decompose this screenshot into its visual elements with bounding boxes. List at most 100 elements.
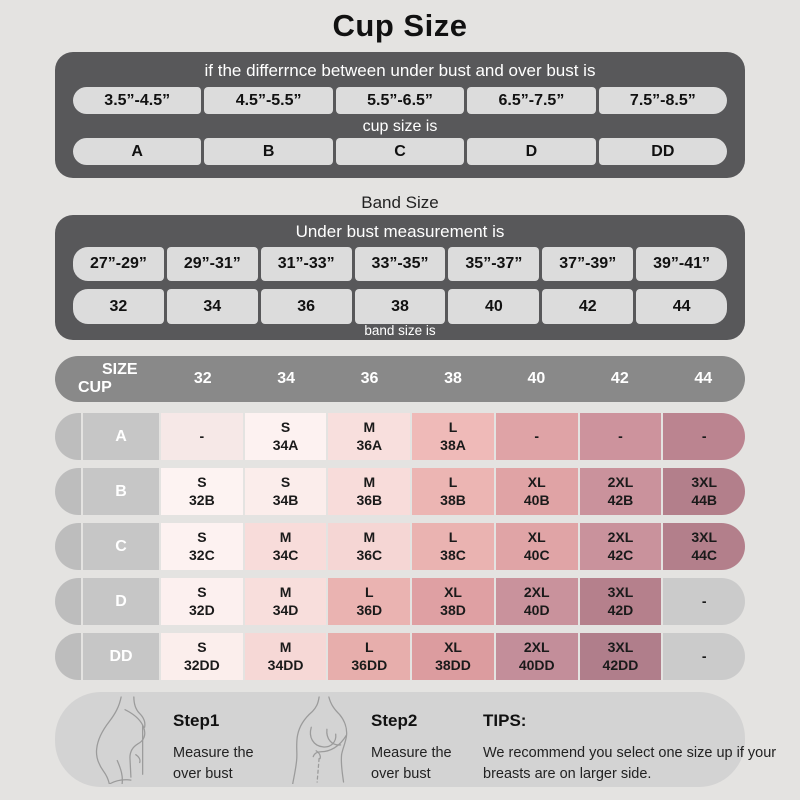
size-cell-A-36: M 36A bbox=[328, 413, 411, 460]
row-cap-A bbox=[55, 413, 81, 460]
band-number-pill-4: 38 bbox=[354, 289, 446, 324]
cup-letter-pill-3: C bbox=[335, 138, 465, 165]
size-cell-B-34: S 34B bbox=[244, 468, 327, 515]
size-matrix: A - S 34A M 36A L 38A - - - B S 32B S 34B M 36B L 38B XL 40B 2… bbox=[55, 413, 746, 688]
tips-label: TIPS: bbox=[483, 711, 527, 730]
size-cup-corner: SIZE CUP bbox=[55, 356, 161, 402]
cup-letter-pill-row: A B C D DD bbox=[73, 138, 728, 165]
band-number-pill-2: 34 bbox=[166, 289, 258, 324]
size-cell-A-32: - bbox=[161, 413, 243, 460]
cup-row-label-D: D bbox=[83, 578, 159, 625]
size-cell-D-44: - bbox=[663, 578, 746, 625]
cup-difference-pill-3: 5.5”-6.5” bbox=[335, 87, 465, 114]
band-range-pill-7: 39”-41” bbox=[636, 247, 728, 281]
column-header-42: 42 bbox=[610, 370, 629, 387]
size-cell-C-38: L 38C bbox=[412, 523, 494, 570]
column-header-36: 36 bbox=[360, 370, 379, 387]
step1-description: Measure the over bust bbox=[173, 745, 254, 783]
page-title: Cup Size bbox=[332, 8, 468, 43]
column-header-44: 44 bbox=[694, 370, 713, 387]
cup-difference-pill-4: 6.5”-7.5” bbox=[467, 87, 596, 114]
size-cell-D-34: M 34D bbox=[244, 578, 327, 625]
size-cell-A-40: - bbox=[495, 413, 578, 460]
band-range-pill-1: 27”-29” bbox=[73, 247, 164, 281]
column-header-32: 32 bbox=[193, 370, 212, 387]
size-cell-C-36: M 36C bbox=[328, 523, 411, 570]
band-number-pill-1: 32 bbox=[73, 289, 164, 324]
band-size-is-caption: band size is bbox=[364, 323, 436, 338]
band-range-pill-3: 31”-33” bbox=[260, 247, 352, 281]
size-cell-B-36: M 36B bbox=[328, 468, 411, 515]
size-cell-DD-38: XL 38DD bbox=[412, 633, 494, 680]
cup-letter-pill-2: B bbox=[204, 138, 333, 165]
cup-difference-pill-1: 3.5”-4.5” bbox=[73, 87, 202, 114]
cup-row-label-A: A bbox=[83, 413, 159, 460]
band-range-pill-5: 35”-37” bbox=[448, 247, 540, 281]
size-table-header: SIZE CUP 32 34 36 38 40 42 44 bbox=[55, 356, 745, 402]
size-cell-C-32: S 32C bbox=[161, 523, 243, 570]
size-cell-A-44: - bbox=[663, 413, 746, 460]
column-header-34: 34 bbox=[277, 370, 296, 387]
band-number-pill-3: 36 bbox=[260, 289, 352, 324]
band-number-pill-7: 44 bbox=[636, 289, 728, 324]
cup-row-label-B: B bbox=[83, 468, 159, 515]
column-header-38: 38 bbox=[444, 370, 462, 387]
size-cell-D-32: S 32D bbox=[161, 578, 243, 625]
size-cell-C-34: M 34C bbox=[244, 523, 327, 570]
size-cell-D-38: XL 38D bbox=[412, 578, 494, 625]
band-range-pill-2: 29”-31” bbox=[166, 247, 258, 281]
size-row-C: C S 32C M 34C M 36C L 38C XL 40C 2XL 42C 3XL 44C bbox=[55, 523, 746, 570]
column-header-40: 40 bbox=[527, 370, 546, 387]
cup-size-is-caption: cup size is bbox=[362, 118, 438, 135]
measuring-steps-panel: Step1 Measure the over bust Step2 Measur… bbox=[55, 692, 776, 787]
size-cell-B-42: 2XL 42B bbox=[579, 468, 662, 515]
band-number-pill-5: 40 bbox=[448, 289, 540, 324]
band-range-pill-row: 27”-29” 29”-31” 31”-33” 33”-35” 35”-37” 37”-3… bbox=[73, 247, 728, 281]
cup-difference-pill-row: 3.5”-4.5” 4.5”-5.5” 5.5”-6.5” 6.5”-7.5” 7.5”… bbox=[73, 87, 728, 114]
measure-figure-side-icon bbox=[95, 696, 146, 784]
size-cell-A-34: S 34A bbox=[244, 413, 327, 460]
tips-block: TIPS: We recommend you select one size u… bbox=[483, 711, 783, 785]
cup-letter-pill-4: D bbox=[467, 138, 596, 165]
cup-difference-pill-5: 7.5”-8.5” bbox=[598, 87, 728, 114]
band-size-title: Band Size bbox=[361, 193, 439, 212]
size-cell-B-38: L 38B bbox=[412, 468, 494, 515]
under-bust-caption: Under bust measurement is bbox=[295, 222, 505, 241]
step2-description: Measure the over bust bbox=[371, 745, 452, 783]
cup-letter-pill-1: A bbox=[73, 138, 202, 165]
corner-size-label: SIZE bbox=[102, 361, 138, 378]
size-cell-D-40: 2XL 40D bbox=[495, 578, 578, 625]
size-cell-DD-32: S 32DD bbox=[161, 633, 243, 680]
size-cell-A-42: - bbox=[579, 413, 662, 460]
cup-difference-caption: if the differrnce between under bust and… bbox=[204, 61, 596, 80]
size-cell-C-44: 3XL 44C bbox=[663, 523, 746, 570]
step1-block: Step1 Measure the over bust bbox=[173, 711, 281, 785]
row-cap-D bbox=[55, 578, 81, 625]
measure-figure-front-icon bbox=[292, 696, 348, 784]
band-number-pill-6: 42 bbox=[542, 289, 634, 324]
size-cell-C-42: 2XL 42C bbox=[579, 523, 662, 570]
size-cell-A-38: L 38A bbox=[412, 413, 494, 460]
row-cap-B bbox=[55, 468, 81, 515]
cup-difference-pill-2: 4.5”-5.5” bbox=[204, 87, 333, 114]
step2-label: Step2 bbox=[371, 711, 418, 730]
band-number-pill-row: 32 34 36 38 40 42 44 bbox=[73, 289, 728, 324]
size-row-DD: DD S 32DD M 34DD L 36DD XL 38DD 2XL 40DD 3XL 42DD - bbox=[55, 633, 746, 680]
tips-text: We recommend you select one size up if y… bbox=[483, 745, 777, 783]
row-cap-C bbox=[55, 523, 81, 570]
size-cell-DD-40: 2XL 40DD bbox=[495, 633, 578, 680]
corner-cup-label: CUP bbox=[78, 379, 112, 396]
size-cell-B-32: S 32B bbox=[161, 468, 243, 515]
size-cell-D-36: L 36D bbox=[328, 578, 411, 625]
size-row-D: D S 32D M 34D L 36D XL 38D 2XL 40D 3XL 42D - bbox=[55, 578, 746, 625]
size-cell-B-40: XL 40B bbox=[495, 468, 578, 515]
size-row-B: B S 32B S 34B M 36B L 38B XL 40B 2XL 42B 3XL 44B bbox=[55, 468, 746, 515]
cup-size-panel: if the differrnce between under bust and… bbox=[55, 52, 745, 178]
step1-label: Step1 bbox=[173, 711, 220, 730]
size-cell-DD-42: 3XL 42DD bbox=[579, 633, 662, 680]
band-column-headers: 32 34 36 38 40 42 44 bbox=[161, 356, 745, 402]
size-cell-D-42: 3XL 42D bbox=[579, 578, 662, 625]
band-range-pill-6: 37”-39” bbox=[542, 247, 634, 281]
cup-letter-pill-5: DD bbox=[598, 138, 728, 165]
